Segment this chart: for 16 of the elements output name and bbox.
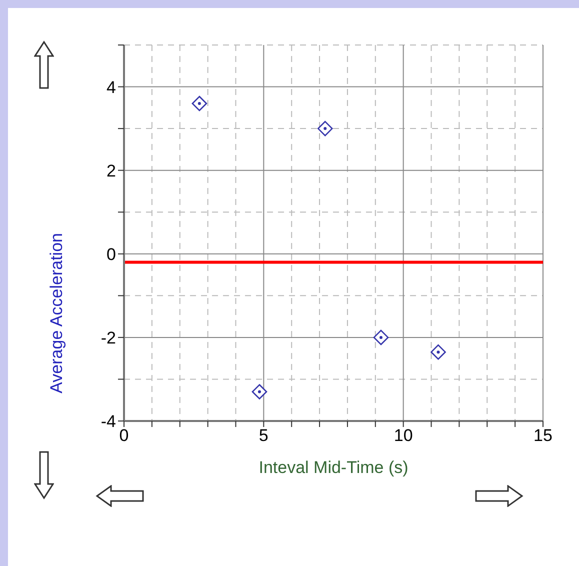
point — [430, 344, 446, 360]
point — [252, 384, 268, 400]
point — [192, 96, 208, 112]
y-axis-title: Average Acceleration — [47, 233, 66, 394]
y-tick-label: -4 — [100, 412, 116, 432]
x-tick-label: 0 — [119, 426, 129, 446]
y-tick-label: -2 — [100, 328, 116, 348]
y-tick-label: 0 — [106, 244, 116, 264]
x-axis-title: Inteval Mid-Time (s) — [258, 458, 408, 478]
point — [373, 330, 389, 346]
x-tick-label: 5 — [258, 426, 268, 446]
y-tick-label: 4 — [106, 78, 116, 97]
y-tick-label: 2 — [106, 161, 116, 180]
point — [317, 120, 333, 136]
x-tick-label: 15 — [534, 426, 552, 446]
x-tick-label: 10 — [394, 426, 413, 446]
